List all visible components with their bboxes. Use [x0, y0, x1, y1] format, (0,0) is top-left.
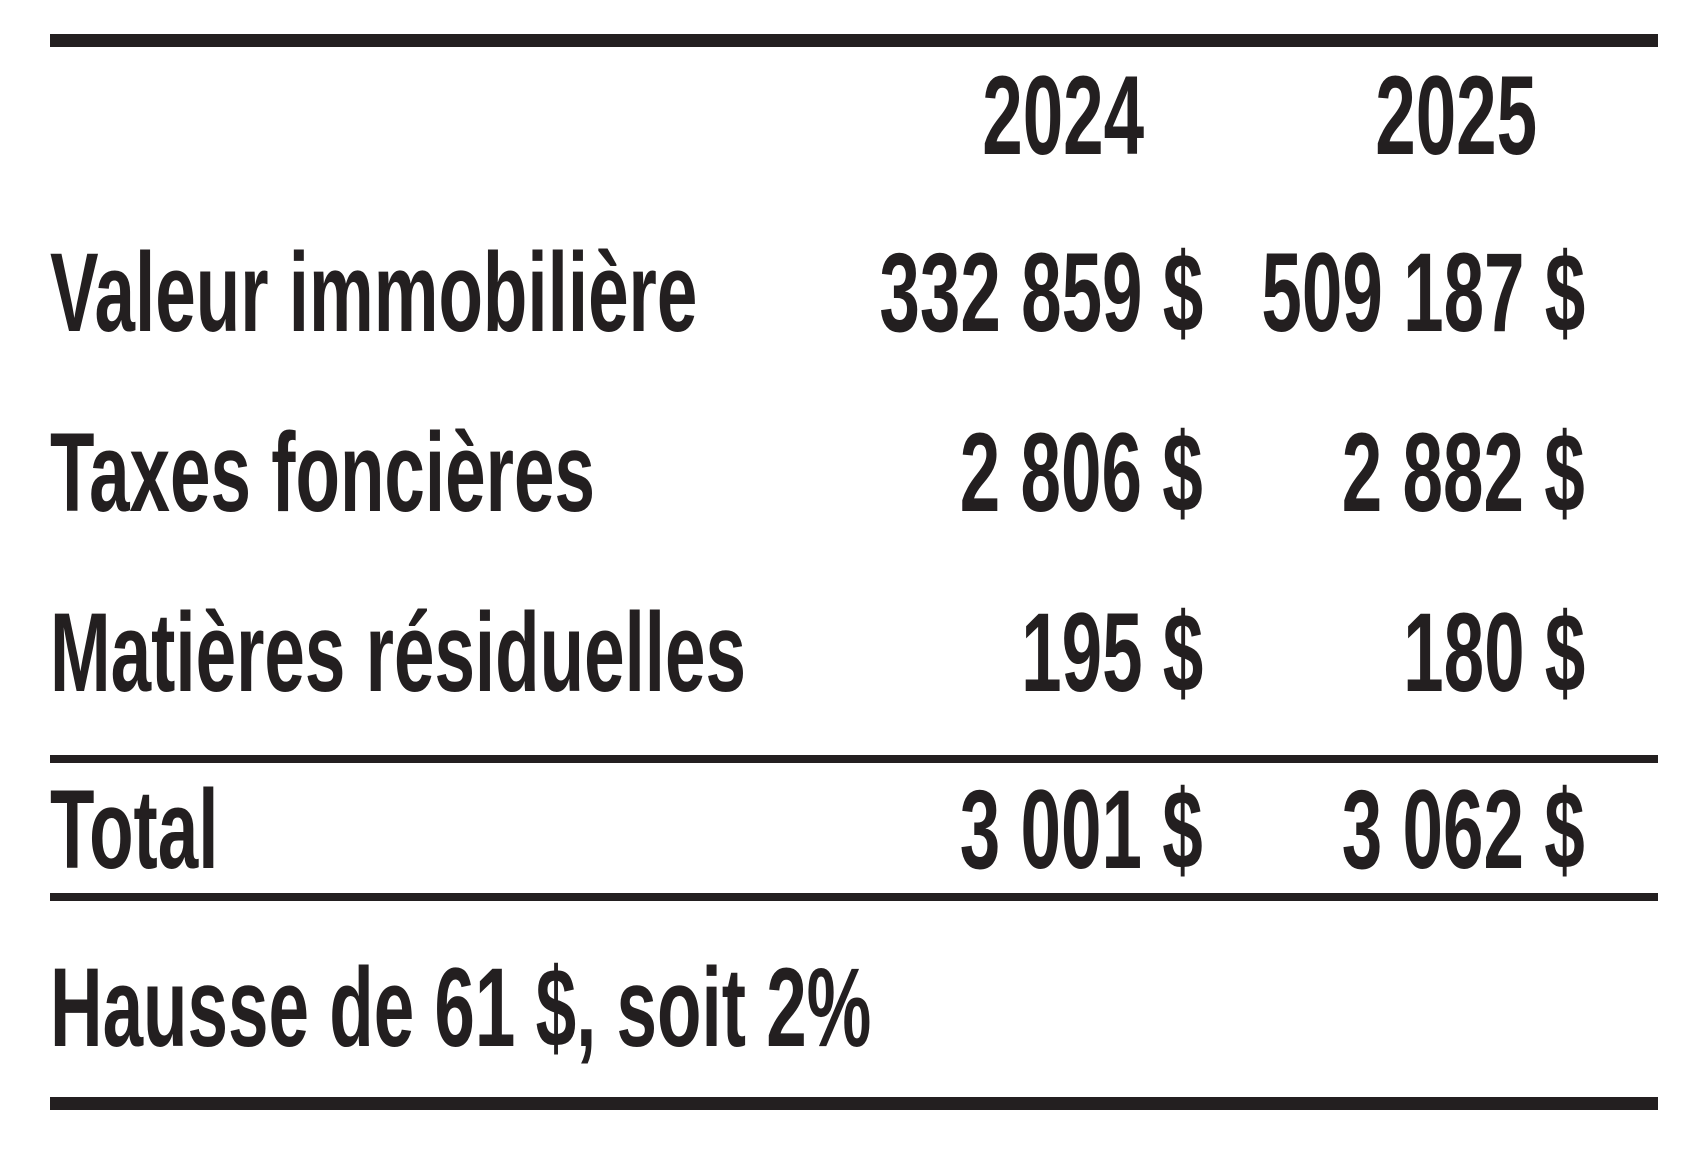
row-value-2024: 332 859 $	[879, 230, 1203, 355]
total-separator-rule-top	[50, 755, 1658, 763]
column-header-2024: 2024	[982, 53, 1144, 178]
total-row: Total 3 001 $ 3 062 $	[0, 774, 1706, 886]
header-row: 2024 2025	[0, 60, 1706, 172]
row-value-2025: 180 $	[1402, 590, 1585, 715]
bottom-border-rule	[50, 1097, 1658, 1110]
total-separator-rule-bottom	[50, 893, 1658, 901]
footnote-row: Hausse de 61 $, soit 2%	[0, 952, 1706, 1064]
row-label-valeur-immobiliere: Valeur immobilière	[50, 230, 698, 355]
row-value-2025: 2 882 $	[1342, 410, 1585, 535]
total-value-2024: 3 001 $	[960, 767, 1203, 892]
row-label-taxes-foncieres: Taxes foncières	[50, 410, 595, 535]
total-label: Total	[50, 767, 219, 892]
top-border-rule	[50, 34, 1658, 47]
row-value-2024: 2 806 $	[960, 410, 1203, 535]
column-header-2025: 2025	[1375, 53, 1537, 178]
table-row: Taxes foncières 2 806 $ 2 882 $	[0, 417, 1706, 529]
row-value-2025: 509 187 $	[1261, 230, 1585, 355]
row-value-2024: 195 $	[1020, 590, 1203, 715]
row-label-matieres-residuelles: Matières résiduelles	[50, 590, 747, 715]
table-row: Valeur immobilière 332 859 $ 509 187 $	[0, 237, 1706, 349]
table-row: Matières résiduelles 195 $ 180 $	[0, 597, 1706, 709]
total-value-2025: 3 062 $	[1342, 767, 1585, 892]
footnote-text: Hausse de 61 $, soit 2%	[50, 945, 872, 1070]
